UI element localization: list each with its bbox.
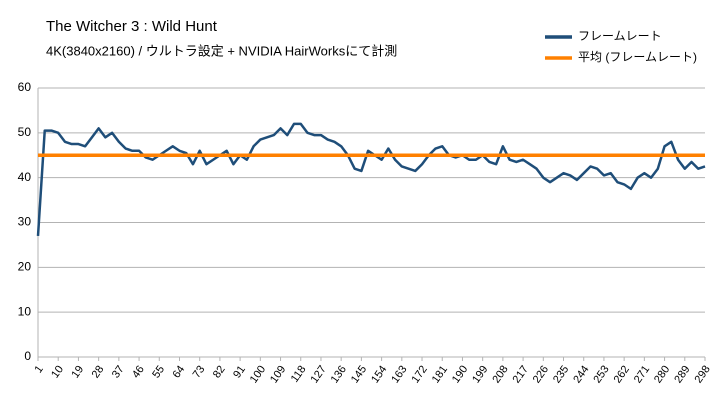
x-tick-label: 244 (571, 364, 591, 386)
chart-subtitle: 4K(3840x2160) / ウルトラ設定 + NVIDIA HairWork… (46, 43, 397, 58)
series-line (36, 122, 706, 237)
legend-label: 平均 (フレームレート) (578, 50, 697, 64)
x-tick-label: 10 (49, 364, 66, 381)
x-tick-label: 172 (410, 364, 430, 386)
x-tick-label: 271 (632, 364, 652, 386)
chart-title: The Witcher 3 : Wild Hunt (46, 18, 218, 35)
x-tick-label: 262 (612, 364, 632, 386)
y-tick-label: 20 (18, 260, 32, 274)
x-tick-label: 91 (231, 364, 248, 381)
x-tick-label: 19 (69, 364, 86, 381)
x-tick-label: 181 (430, 364, 450, 386)
x-tick-label: 190 (450, 364, 470, 386)
x-tick-label: 208 (490, 364, 510, 386)
x-tick-label: 217 (511, 364, 531, 386)
x-tick-label: 235 (551, 364, 571, 386)
x-tick-label: 37 (110, 364, 127, 381)
x-tick-label: 298 (692, 364, 712, 386)
y-tick-label: 60 (18, 80, 32, 94)
x-tick-label: 199 (470, 364, 490, 386)
x-tick-label: 118 (289, 364, 309, 385)
x-tick-label: 226 (531, 364, 551, 386)
x-tick-label: 280 (652, 364, 672, 386)
x-tick-label: 100 (248, 364, 268, 386)
x-tick-label: 163 (389, 364, 409, 386)
x-tick-label: 64 (170, 364, 187, 381)
y-tick-label: 50 (18, 125, 32, 139)
legend-label: フレームレート (578, 29, 662, 43)
x-tick-label: 154 (369, 364, 389, 386)
x-tick-label: 109 (268, 364, 288, 386)
y-tick-label: 40 (18, 170, 32, 184)
x-tick-label: 127 (308, 364, 328, 386)
x-tick-label: 73 (191, 364, 208, 381)
y-tick-label: 30 (18, 215, 32, 229)
x-tick-label: 28 (90, 364, 107, 381)
x-tick-label: 55 (150, 364, 167, 381)
x-tick-label: 253 (591, 364, 611, 386)
x-tick-label: 46 (130, 364, 147, 381)
x-tick-label: 145 (349, 364, 369, 386)
x-tick-label: 136 (329, 364, 349, 386)
x-tick-label: 289 (672, 364, 692, 386)
x-tick-label: 1 (32, 364, 45, 376)
y-tick-label: 0 (24, 349, 31, 363)
y-tick-label: 10 (18, 304, 32, 318)
x-tick-label: 82 (211, 364, 228, 381)
